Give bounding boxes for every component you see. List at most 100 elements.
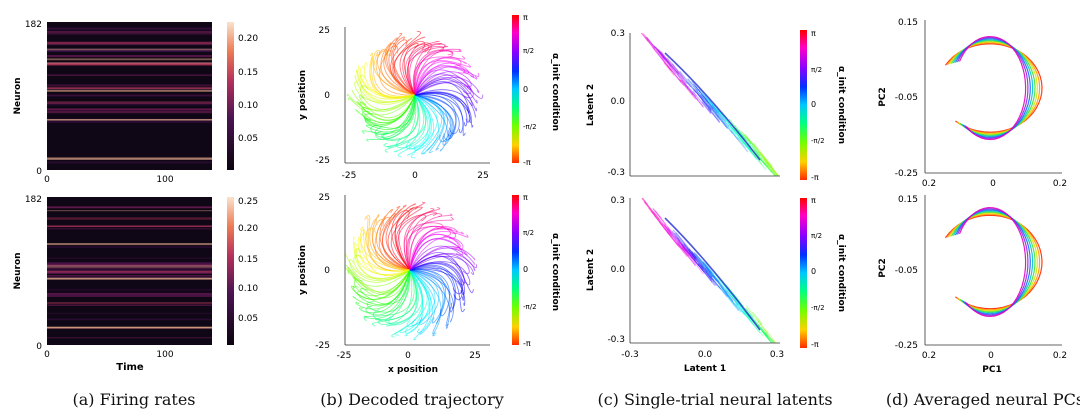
trajectory-line bbox=[405, 211, 437, 271]
trajectory-line bbox=[394, 94, 426, 153]
trajectory-line bbox=[409, 265, 457, 309]
latent-trace bbox=[712, 275, 734, 302]
latent-trace bbox=[752, 142, 767, 161]
latent-trace bbox=[687, 81, 703, 101]
latent-trace bbox=[646, 39, 656, 51]
trajectory-line bbox=[351, 89, 416, 112]
heatmap-band bbox=[47, 55, 212, 58]
heatmap-band bbox=[47, 42, 212, 45]
latent-trace bbox=[708, 271, 717, 282]
tick-label: -25 bbox=[315, 341, 330, 351]
tick-label: 182 bbox=[25, 195, 42, 205]
latent-trace bbox=[772, 169, 779, 176]
latent-trace bbox=[700, 264, 720, 289]
latent-trace bbox=[717, 285, 739, 312]
colorbar-tick: 0.10 bbox=[238, 101, 258, 111]
heatmap-band bbox=[47, 217, 212, 220]
panel-a-bottom: 182 0 0 100 Time Neuron 0.25 0.20 0.15 0… bbox=[13, 195, 258, 373]
heatmap-band bbox=[47, 210, 212, 212]
colorbar-tick: π/2 bbox=[523, 47, 534, 55]
latent-trace bbox=[691, 250, 705, 267]
latent-trace bbox=[663, 228, 679, 246]
tick-label: 25 bbox=[319, 26, 330, 36]
latent-trace bbox=[704, 98, 718, 114]
latent-trace bbox=[759, 151, 768, 163]
trajectory-line bbox=[395, 203, 416, 271]
colorbar-tick: -π bbox=[523, 158, 531, 167]
latent-trace bbox=[654, 46, 674, 70]
latent-trace bbox=[754, 145, 770, 165]
latent-trace bbox=[745, 143, 767, 171]
latent-trace bbox=[687, 85, 697, 97]
heatmap-band bbox=[47, 227, 212, 230]
latent-trace bbox=[698, 257, 717, 280]
latent-trace bbox=[654, 46, 663, 57]
trajectory-line bbox=[409, 269, 436, 326]
latent-trace bbox=[654, 210, 662, 219]
latent-trace bbox=[762, 155, 780, 176]
heatmap-band bbox=[47, 103, 212, 106]
latent-trace bbox=[664, 224, 681, 245]
latent-trace bbox=[648, 207, 664, 226]
latent-trace bbox=[760, 152, 774, 168]
latent-trace bbox=[757, 150, 776, 173]
latent-trace bbox=[667, 65, 685, 87]
trajectory-line bbox=[379, 49, 416, 96]
latent-trace bbox=[693, 252, 714, 277]
heatmap-band bbox=[47, 41, 212, 45]
panel-d-top: 0.15 -0.05 -0.25 0.2 0 0.2 PC2 bbox=[878, 18, 1067, 189]
trajectory-line bbox=[409, 255, 475, 275]
latent-trace bbox=[646, 38, 656, 50]
tick-label: 0.3 bbox=[611, 196, 625, 206]
latent-trace bbox=[704, 264, 717, 281]
latent-trace bbox=[745, 134, 759, 151]
latent-trace bbox=[767, 164, 776, 176]
pc-trajectory bbox=[956, 208, 1029, 316]
colorbar-tick: π bbox=[523, 13, 528, 22]
tick-label: 0 bbox=[405, 351, 411, 361]
latent-trace bbox=[746, 136, 754, 146]
latent-trace bbox=[728, 118, 748, 142]
latent-trace bbox=[683, 244, 699, 263]
latent-trace bbox=[644, 36, 665, 62]
latent-trace bbox=[755, 153, 773, 174]
colorbar-tick: 0.20 bbox=[238, 224, 258, 234]
latent-trace bbox=[718, 111, 733, 128]
trajectory-line bbox=[398, 201, 425, 271]
trajectory-line bbox=[409, 269, 436, 335]
latent-trace bbox=[678, 78, 696, 100]
trajectory-line bbox=[414, 65, 480, 96]
latent-trace bbox=[709, 270, 726, 292]
colorbar-tick: π bbox=[523, 193, 528, 202]
tick-label: 25 bbox=[477, 171, 488, 181]
y-axis-label: Latent 2 bbox=[586, 84, 596, 126]
latent-trace bbox=[703, 95, 724, 121]
latent-trace bbox=[679, 79, 689, 90]
latent-trace bbox=[730, 126, 752, 152]
pc-trajectory bbox=[944, 214, 1043, 310]
tick-label: -25 bbox=[342, 171, 357, 181]
trajectory-line bbox=[414, 94, 460, 135]
latent-trace bbox=[678, 243, 690, 257]
latent-trace bbox=[653, 214, 670, 235]
tick-label: -0.25 bbox=[895, 169, 918, 179]
tick-label: 0.15 bbox=[898, 18, 918, 28]
latent-trace bbox=[641, 33, 649, 42]
latent-trace bbox=[753, 143, 773, 167]
latent-trace bbox=[763, 158, 779, 176]
latent-trace bbox=[671, 230, 681, 242]
trajectory-line bbox=[358, 269, 411, 314]
latent-trace bbox=[673, 232, 696, 260]
trajectory-line bbox=[385, 204, 411, 271]
trajectory-line bbox=[384, 94, 425, 153]
tick-label: 0.2 bbox=[922, 351, 936, 361]
tick-label: -25 bbox=[315, 156, 330, 166]
latent-trace bbox=[679, 70, 688, 82]
latent-trace bbox=[661, 57, 682, 82]
latent-trace bbox=[695, 88, 704, 100]
latent-trace bbox=[678, 240, 693, 258]
heatmap-band bbox=[47, 48, 212, 51]
trajectory-line bbox=[382, 208, 411, 271]
trajectory-line bbox=[409, 261, 471, 286]
latent-trace bbox=[751, 145, 761, 157]
